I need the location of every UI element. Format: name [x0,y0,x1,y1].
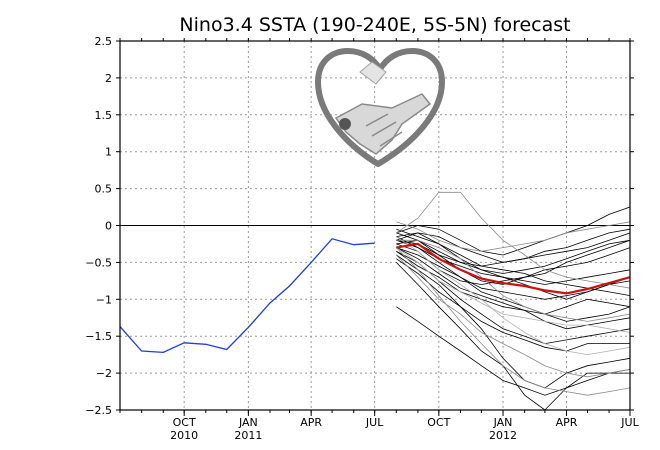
x-tick-label: JUL [620,416,639,429]
ensemble-member-line [396,191,631,289]
y-tick-label: 0.5 [95,183,113,196]
axes-layer: 2.521.510.50−0.5−1−1.5−2−2.5OCT2010JAN20… [85,35,639,442]
y-tick-label: 1 [105,146,112,159]
handshake-heart-watermark [315,48,445,167]
y-tick-label: −0.5 [85,256,112,269]
ensemble-member-line [396,228,631,267]
y-tick-label: 2.5 [95,35,113,48]
x-tick-year-label: 2012 [489,429,517,442]
ensemble-member-line [396,247,631,333]
x-tick-label: OCT [173,416,196,429]
ensemble-member-line [396,247,631,322]
y-tick-label: 0 [105,220,112,233]
ensemble-member-line [396,262,630,411]
y-tick-label: −2.5 [85,404,112,417]
ensemble-member-line [396,232,631,300]
x-tick-year-label: 2010 [170,429,198,442]
ensemble-member-line [396,254,631,378]
chart-title: Nino3.4 SSTA (190-240E, 5S-5N) forecast [179,14,570,36]
ensemble-member-line [396,250,631,330]
x-tick-label: APR [556,416,578,429]
y-tick-label: 2 [105,72,112,85]
ensemble-member-line [396,254,631,389]
ensemble-member-line [396,206,631,256]
ensemble-mean-line [396,242,631,295]
y-tick-label: 1.5 [95,109,113,122]
observed-line [119,238,375,354]
y-tick-label: −2 [96,367,112,380]
series-layer [119,191,631,411]
x-tick-year-label: 2011 [234,429,262,442]
ensemble-member-line [396,247,631,315]
ensemble-member-line [396,236,631,356]
ensemble-member-line [396,258,630,352]
grid-layer [120,41,631,410]
ensemble-member-line [396,239,631,322]
ensemble-member-line [396,306,631,396]
y-tick-label: −1.5 [85,330,112,343]
ensemble-member-line [396,221,631,252]
ensemble-member-line [396,250,631,345]
x-tick-label: APR [300,416,322,429]
x-tick-label: JUL [365,416,384,429]
x-tick-label: OCT [427,416,450,429]
x-tick-label: JAN [493,416,513,429]
ensemble-member-line [396,247,631,396]
y-tick-label: −1 [96,293,112,306]
x-tick-label: JAN [238,416,258,429]
